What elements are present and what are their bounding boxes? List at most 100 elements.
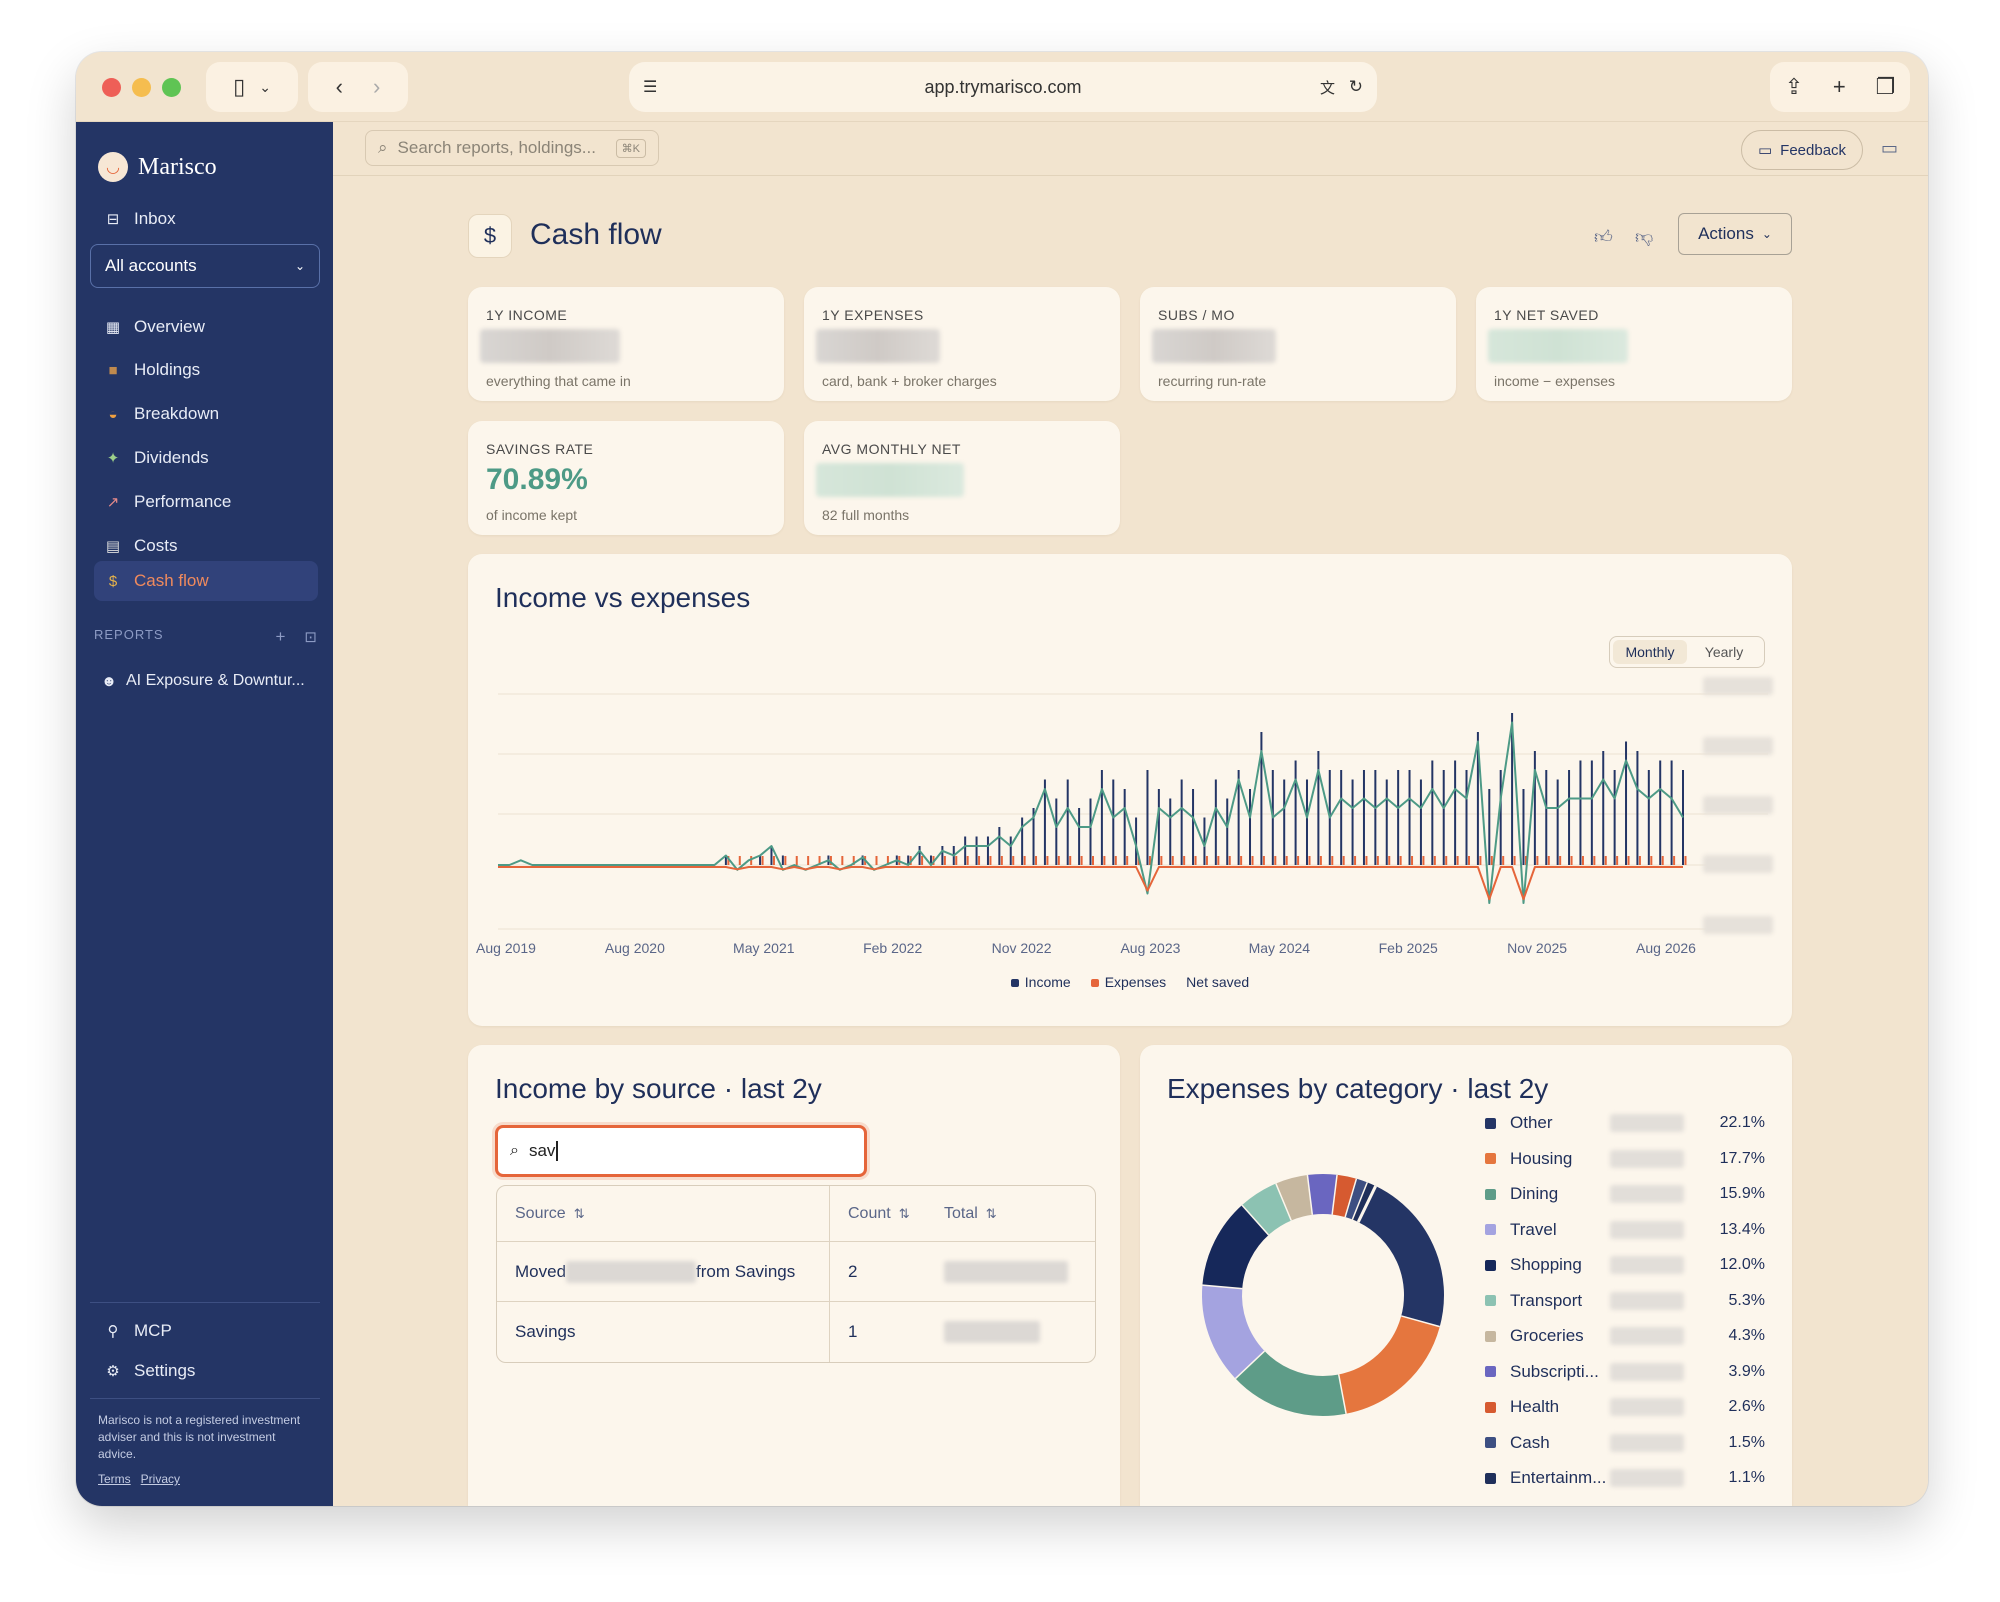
sidebar-item-costs[interactable]: ▤ Costs	[94, 527, 318, 565]
redacted-value	[1610, 1398, 1684, 1416]
category-percent: 1.1%	[1728, 1469, 1765, 1486]
sidebar-item-breakdown[interactable]: ◒ Breakdown	[94, 395, 318, 433]
legend-item-income[interactable]: Income	[1010, 974, 1071, 990]
category-legend-item[interactable]: Shopping 12.0%	[1485, 1253, 1765, 1277]
stat-card-subs: SUBS / MO recurring run-rate	[1140, 287, 1456, 401]
x-tick-label: Feb 2022	[863, 940, 922, 956]
brand-name: Marisco	[138, 153, 217, 180]
thumbs-down-icon[interactable]: 👎︎	[1635, 227, 1654, 247]
address-bar[interactable]: ☰ app.trymarisco.com 文 ↻	[629, 62, 1377, 112]
category-name: Groceries	[1510, 1326, 1584, 1345]
category-percent: 3.9%	[1728, 1362, 1765, 1380]
category-legend-item[interactable]: Transport 5.3%	[1485, 1289, 1765, 1313]
legend-swatch	[1485, 1401, 1496, 1413]
column-count[interactable]: Count ⇅	[848, 1204, 910, 1222]
new-tab-icon[interactable]: +	[1832, 74, 1846, 99]
source-search-value: sav	[528, 1141, 556, 1160]
donut-slice	[1242, 1183, 1293, 1235]
category-percent: 1.5%	[1728, 1433, 1765, 1451]
donut-slice	[1308, 1174, 1338, 1215]
sidebar-item-label: Breakdown	[134, 404, 220, 423]
x-tick-label: May 2021	[733, 940, 795, 956]
toggle-yearly[interactable]: Yearly	[1704, 644, 1744, 660]
actions-button[interactable]: Actions ⌄	[1678, 213, 1792, 255]
legend-swatch	[1485, 1295, 1496, 1306]
chat-icon[interactable]: ▭	[1881, 138, 1899, 158]
category-legend-item[interactable]: Groceries 4.3%	[1485, 1324, 1765, 1348]
redacted-value	[1152, 329, 1276, 363]
toggle-monthly[interactable]: Monthly	[1613, 640, 1687, 664]
terms-link[interactable]: Terms	[98, 1472, 131, 1486]
inbox-icon: ⊟	[106, 211, 120, 228]
stat-card-net-saved: 1Y NET SAVED income − expenses	[1476, 287, 1792, 401]
legend-swatch	[1485, 1153, 1496, 1164]
feedback-button[interactable]: ▭ Feedback	[1741, 130, 1863, 170]
redacted-y-tick	[1703, 737, 1773, 755]
sidebar-item-settings[interactable]: ⚙ Settings	[94, 1352, 318, 1390]
category-name: Other	[1510, 1113, 1553, 1132]
sidebar-item-performance[interactable]: ↗ Performance	[94, 483, 318, 521]
new-folder-icon[interactable]: ⊡	[304, 629, 318, 646]
back-icon[interactable]: ‹	[335, 74, 343, 99]
sidebar-item-overview[interactable]: ▦ Overview	[94, 308, 318, 346]
zoom-window-button[interactable]	[162, 78, 181, 97]
legend-swatch	[1485, 1224, 1496, 1235]
tabs-overview-icon[interactable]: ❐	[1875, 74, 1896, 99]
sidebar-item-label: Costs	[134, 536, 178, 555]
legend-swatch	[1485, 1437, 1496, 1448]
category-name: Dining	[1510, 1184, 1559, 1203]
column-source[interactable]: Source ⇅	[497, 1186, 830, 1241]
sidebar-item-label: Holdings	[134, 360, 201, 379]
source-search-input[interactable]: ⌕ sav	[495, 1125, 867, 1177]
stat-card-expenses: 1Y EXPENSES card, bank + broker charges	[804, 287, 1120, 401]
sidebar-item-inbox[interactable]: ⊟ Inbox	[94, 200, 318, 238]
search-icon: ⌕	[510, 1142, 519, 1159]
category-legend-item[interactable]: Subscripti... 3.9%	[1485, 1360, 1765, 1384]
legend-swatch	[1485, 1259, 1496, 1271]
close-window-button[interactable]	[102, 78, 121, 97]
category-legend-item[interactable]: Health 2.6%	[1485, 1395, 1765, 1419]
category-legend-item[interactable]: Entertainm... 1.1%	[1485, 1466, 1765, 1490]
topbar: ⌕ Search reports, holdings... ⌘K ▭ Feedba…	[333, 122, 1928, 176]
share-icon[interactable]: ⇪	[1784, 74, 1804, 99]
column-total[interactable]: Total ⇅	[944, 1204, 997, 1222]
translate-icon[interactable]: 文	[1319, 79, 1335, 97]
redacted-value	[1610, 1256, 1684, 1274]
sidebar-item-holdings[interactable]: ■ Holdings	[94, 351, 318, 389]
add-report-icon[interactable]: +	[275, 627, 287, 646]
table-row[interactable]: Savings 1	[497, 1302, 1095, 1362]
search-input[interactable]: ⌕ Search reports, holdings... ⌘K	[365, 130, 659, 166]
legend-item-net-saved[interactable]: Net saved	[1186, 974, 1250, 990]
stat-label: AVG MONTHLY NET	[822, 441, 961, 457]
category-legend-item[interactable]: Dining 15.9%	[1485, 1182, 1765, 1206]
thumbs-up-icon[interactable]: 👍︎	[1594, 227, 1613, 247]
privacy-link[interactable]: Privacy	[140, 1472, 181, 1486]
category-legend-item[interactable]: Cash 1.5%	[1485, 1431, 1765, 1455]
legend-item-expenses[interactable]: Expenses	[1090, 974, 1166, 990]
sidebar-item-dividends[interactable]: ✦ Dividends	[94, 439, 318, 477]
sidebar-divider	[90, 1398, 320, 1399]
browser-titlebar: ▯ ⌄ ‹ › ☰ app.trymarisco.com 文 ↻ ⇪ + ❐	[76, 52, 1928, 122]
category-legend-item[interactable]: Travel 13.4%	[1485, 1218, 1765, 1242]
category-legend-item[interactable]: Housing 17.7%	[1485, 1147, 1765, 1171]
stat-value: 70.89%	[486, 463, 588, 496]
table-header-row: Source ⇅ Count ⇅ Total ⇅	[497, 1186, 1095, 1242]
report-item[interactable]: ☻ AI Exposure & Downtur...	[94, 662, 318, 700]
donut-slice	[1234, 1350, 1346, 1416]
sidebar-item-label: Settings	[134, 1361, 196, 1380]
sidebar-toggle-button[interactable]: ▯ ⌄	[206, 62, 298, 112]
forward-icon[interactable]: ›	[373, 74, 381, 99]
sidebar-item-mcp[interactable]: ⚲ MCP	[94, 1312, 318, 1350]
stat-label: 1Y EXPENSES	[822, 307, 924, 323]
reload-icon[interactable]: ↻	[1348, 77, 1363, 96]
sidebar-item-cash-flow[interactable]: $ Cash flow	[94, 561, 318, 601]
category-name: Entertainm...	[1510, 1468, 1607, 1487]
page-settings-icon[interactable]: ☰	[643, 79, 658, 96]
table-row[interactable]: Moved from Savings 2	[497, 1242, 1095, 1302]
sort-icon: ⇅	[573, 1205, 585, 1221]
account-select[interactable]: All accounts ⌄	[90, 244, 320, 288]
minimize-window-button[interactable]	[132, 78, 151, 97]
category-legend-item[interactable]: Other 22.1%	[1485, 1111, 1765, 1135]
brand[interactable]: ◡ Marisco	[98, 152, 217, 182]
search-icon: ⌕	[378, 138, 388, 157]
